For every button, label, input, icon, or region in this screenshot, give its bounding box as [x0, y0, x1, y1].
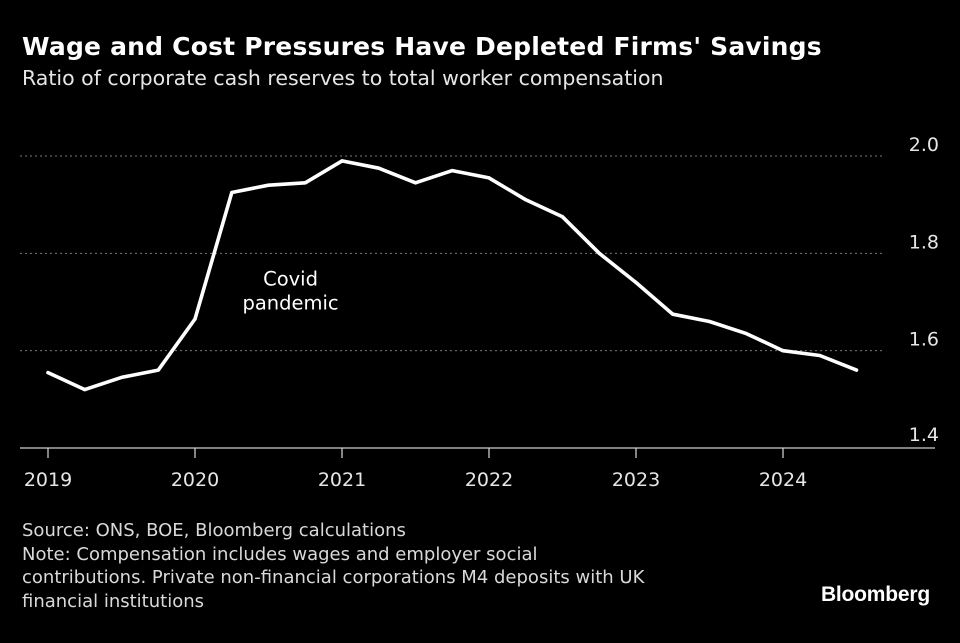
annotation-label: Covid [263, 268, 318, 291]
y-tick-label: 2.0 [909, 134, 939, 156]
y-tick-label: 1.4 [909, 424, 939, 446]
data-point [744, 332, 748, 336]
data-point [46, 370, 50, 375]
data-point [818, 353, 822, 358]
annotation-label: pandemic [242, 292, 338, 315]
bloomberg-logo: Bloomberg [820, 583, 930, 606]
series-line [46, 159, 859, 392]
note-line: contributions. Private non-financial cor… [22, 567, 645, 588]
note-line: Note: Compensation includes wages and em… [22, 543, 538, 565]
note-line: financial institutions [22, 590, 205, 612]
x-tick-label: 2023 [612, 469, 660, 491]
data-point [83, 388, 87, 392]
data-point [193, 317, 197, 321]
data-point [634, 280, 638, 285]
data-point [487, 176, 491, 180]
data-point [781, 349, 785, 353]
y-tick-label: 1.8 [909, 231, 939, 253]
data-point [340, 159, 344, 163]
data-point [524, 198, 528, 202]
chart-footer: Source: ONS, BOE, Bloomberg calculations… [22, 519, 644, 613]
data-point [377, 166, 381, 170]
data-point [156, 368, 160, 372]
data-point [230, 190, 234, 195]
data-point [119, 375, 124, 380]
data-point [266, 183, 271, 187]
y-tick-label: 1.6 [909, 329, 939, 351]
x-tick-label: 2024 [759, 469, 807, 491]
data-point [707, 319, 712, 324]
x-tick-label: 2022 [465, 469, 513, 491]
data-point [597, 251, 601, 255]
source-note: Source: ONS, BOE, Bloomberg calculations [22, 520, 406, 541]
chart-title: Wage and Cost Pressures Have Depleted Fi… [22, 32, 822, 61]
x-tick-label: 2020 [171, 469, 219, 491]
data-point [413, 181, 418, 185]
x-tick-label: 2019 [24, 469, 72, 491]
data-point [671, 312, 675, 316]
data-point [854, 368, 859, 372]
data-point [560, 215, 565, 219]
data-point [450, 169, 454, 173]
data-point [303, 181, 307, 185]
x-tick-label: 2021 [318, 469, 366, 491]
chart-subtitle: Ratio of corporate cash reserves to tota… [22, 66, 664, 90]
